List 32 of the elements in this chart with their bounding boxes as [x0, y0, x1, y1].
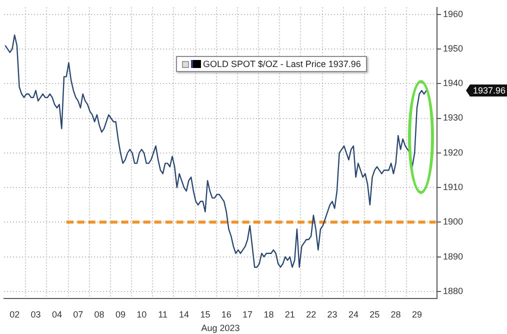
x-tick-label: 21	[284, 309, 295, 320]
y-tick-label: 1880	[442, 286, 464, 296]
x-tick-label: 15	[200, 309, 210, 320]
x-tick-label: 07	[73, 309, 84, 320]
y-tick-label: 1930	[442, 112, 464, 123]
y-tick-label: 1920	[442, 147, 464, 158]
x-tick-label: 28	[390, 309, 401, 320]
x-tick-label: 10	[136, 309, 147, 320]
x-tick-label: 11	[158, 309, 168, 320]
y-tick-label: 1910	[442, 182, 464, 192]
x-tick-label: 17	[242, 309, 253, 320]
x-tick-label: 29	[412, 309, 422, 320]
x-tick-label: 04	[52, 309, 62, 320]
x-tick-label: 23	[327, 309, 338, 320]
legend-label: GOLD SPOT $/OZ - Last Price 1937.96	[203, 59, 361, 69]
y-tick-label: 1940	[442, 78, 464, 88]
x-axis-title: Aug 2023	[201, 323, 240, 334]
x-tick-label: 22	[306, 309, 316, 320]
x-tick-label: 24	[348, 309, 358, 320]
x-tick-label: 18	[264, 309, 274, 320]
x-tick-label: 09	[115, 309, 126, 320]
y-tick-label: 1960	[442, 8, 464, 19]
x-tick-label: 14	[179, 309, 190, 320]
y-tick-label: 1900	[442, 216, 464, 227]
x-tick-label: 03	[30, 309, 41, 320]
x-tick-label: 25	[370, 309, 380, 320]
x-tick-label: 02	[10, 309, 20, 320]
x-tick-label: 08	[94, 309, 104, 320]
y-tick-label: 1950	[442, 43, 464, 54]
x-tick-label: 16	[221, 309, 232, 320]
text: 1937.96	[473, 86, 506, 96]
y-tick-label: 1890	[442, 251, 464, 262]
